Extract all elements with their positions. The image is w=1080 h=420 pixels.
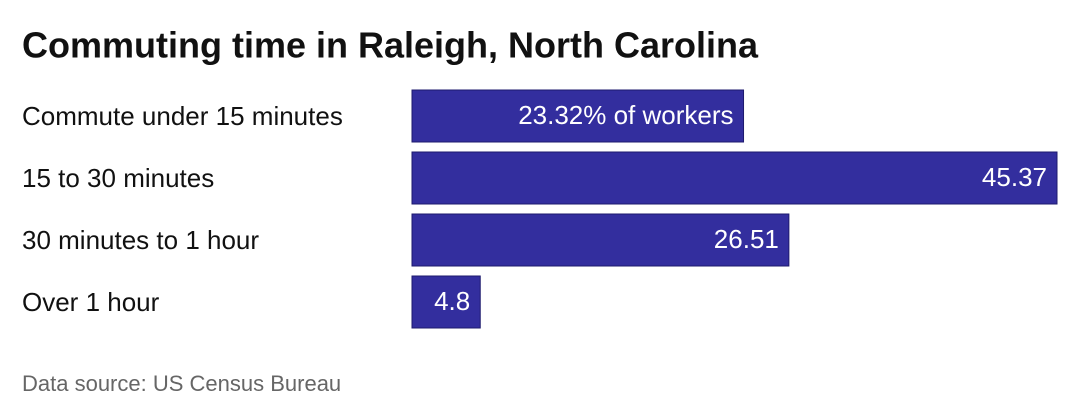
bar bbox=[411, 275, 481, 329]
category-label: 30 minutes to 1 hour bbox=[22, 225, 259, 255]
value-label: 23.32% of workers bbox=[518, 100, 733, 130]
category-label: Commute under 15 minutes bbox=[22, 101, 343, 131]
value-label: 4.8 bbox=[434, 286, 470, 316]
value-label: 45.37 bbox=[982, 162, 1047, 192]
bar bbox=[411, 89, 745, 143]
bar bbox=[411, 213, 790, 267]
value-label: 26.51 bbox=[714, 224, 779, 254]
bar bbox=[411, 151, 1058, 205]
chart-title: Commuting time in Raleigh, North Carolin… bbox=[22, 25, 759, 66]
source-note: Data source: US Census Bureau bbox=[22, 371, 341, 396]
category-label: Over 1 hour bbox=[22, 287, 160, 317]
category-label: 15 to 30 minutes bbox=[22, 163, 214, 193]
